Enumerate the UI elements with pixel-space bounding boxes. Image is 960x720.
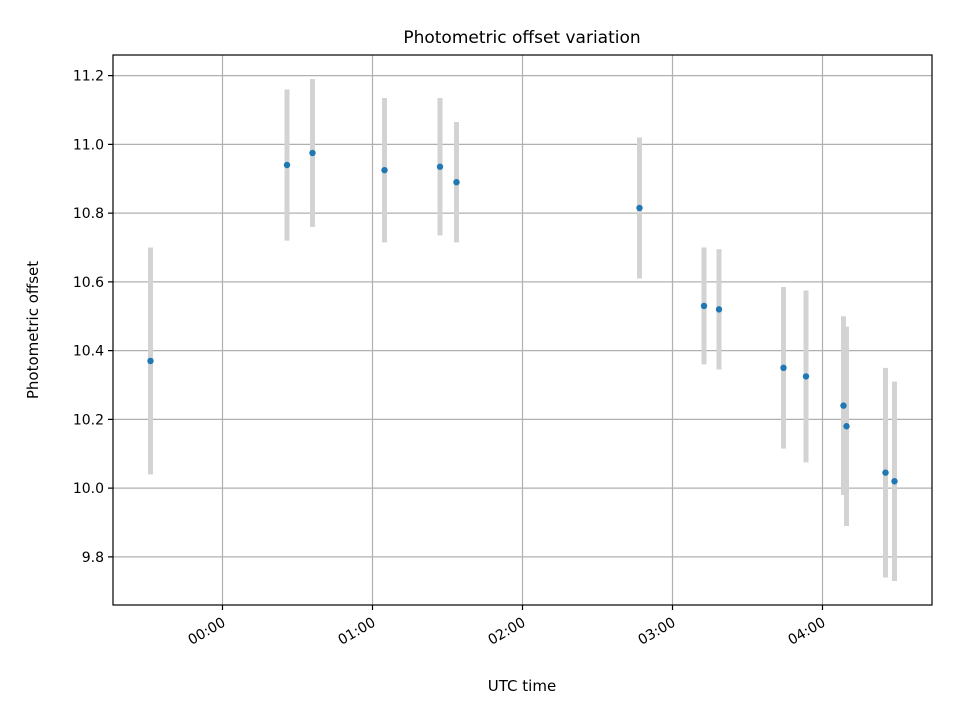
x-axis-label: UTC time xyxy=(488,677,556,695)
chart-title: Photometric offset variation xyxy=(403,28,640,48)
data-point xyxy=(636,204,643,212)
y-tick-label: 9.8 xyxy=(82,550,104,566)
y-axis-ticks: 9.8 10.0 10.2 10.4 10.6 10.8 11.0 11.2 xyxy=(73,69,113,566)
data-point xyxy=(309,149,316,157)
data-point xyxy=(840,402,847,409)
y-tick-label: 10.6 xyxy=(73,275,104,291)
data-points xyxy=(147,149,898,485)
data-point xyxy=(891,478,898,485)
data-point xyxy=(381,166,388,174)
data-point xyxy=(882,469,889,476)
data-point xyxy=(843,423,850,430)
data-point xyxy=(715,306,723,313)
y-tick-label: 10.0 xyxy=(73,481,104,497)
y-tick-label: 11.0 xyxy=(73,137,104,153)
data-point xyxy=(700,302,708,310)
y-tick-label: 10.2 xyxy=(73,412,104,428)
data-point xyxy=(453,178,460,186)
y-tick-label: 11.2 xyxy=(73,69,104,85)
data-point xyxy=(780,364,787,372)
grid xyxy=(113,55,932,605)
data-point xyxy=(436,163,444,170)
y-tick-label: 10.8 xyxy=(73,206,104,222)
data-point xyxy=(147,357,154,365)
data-point xyxy=(283,161,291,169)
data-point xyxy=(802,373,810,380)
y-tick-label: 10.4 xyxy=(73,344,104,360)
y-axis-label: Photometric offset xyxy=(24,261,42,399)
